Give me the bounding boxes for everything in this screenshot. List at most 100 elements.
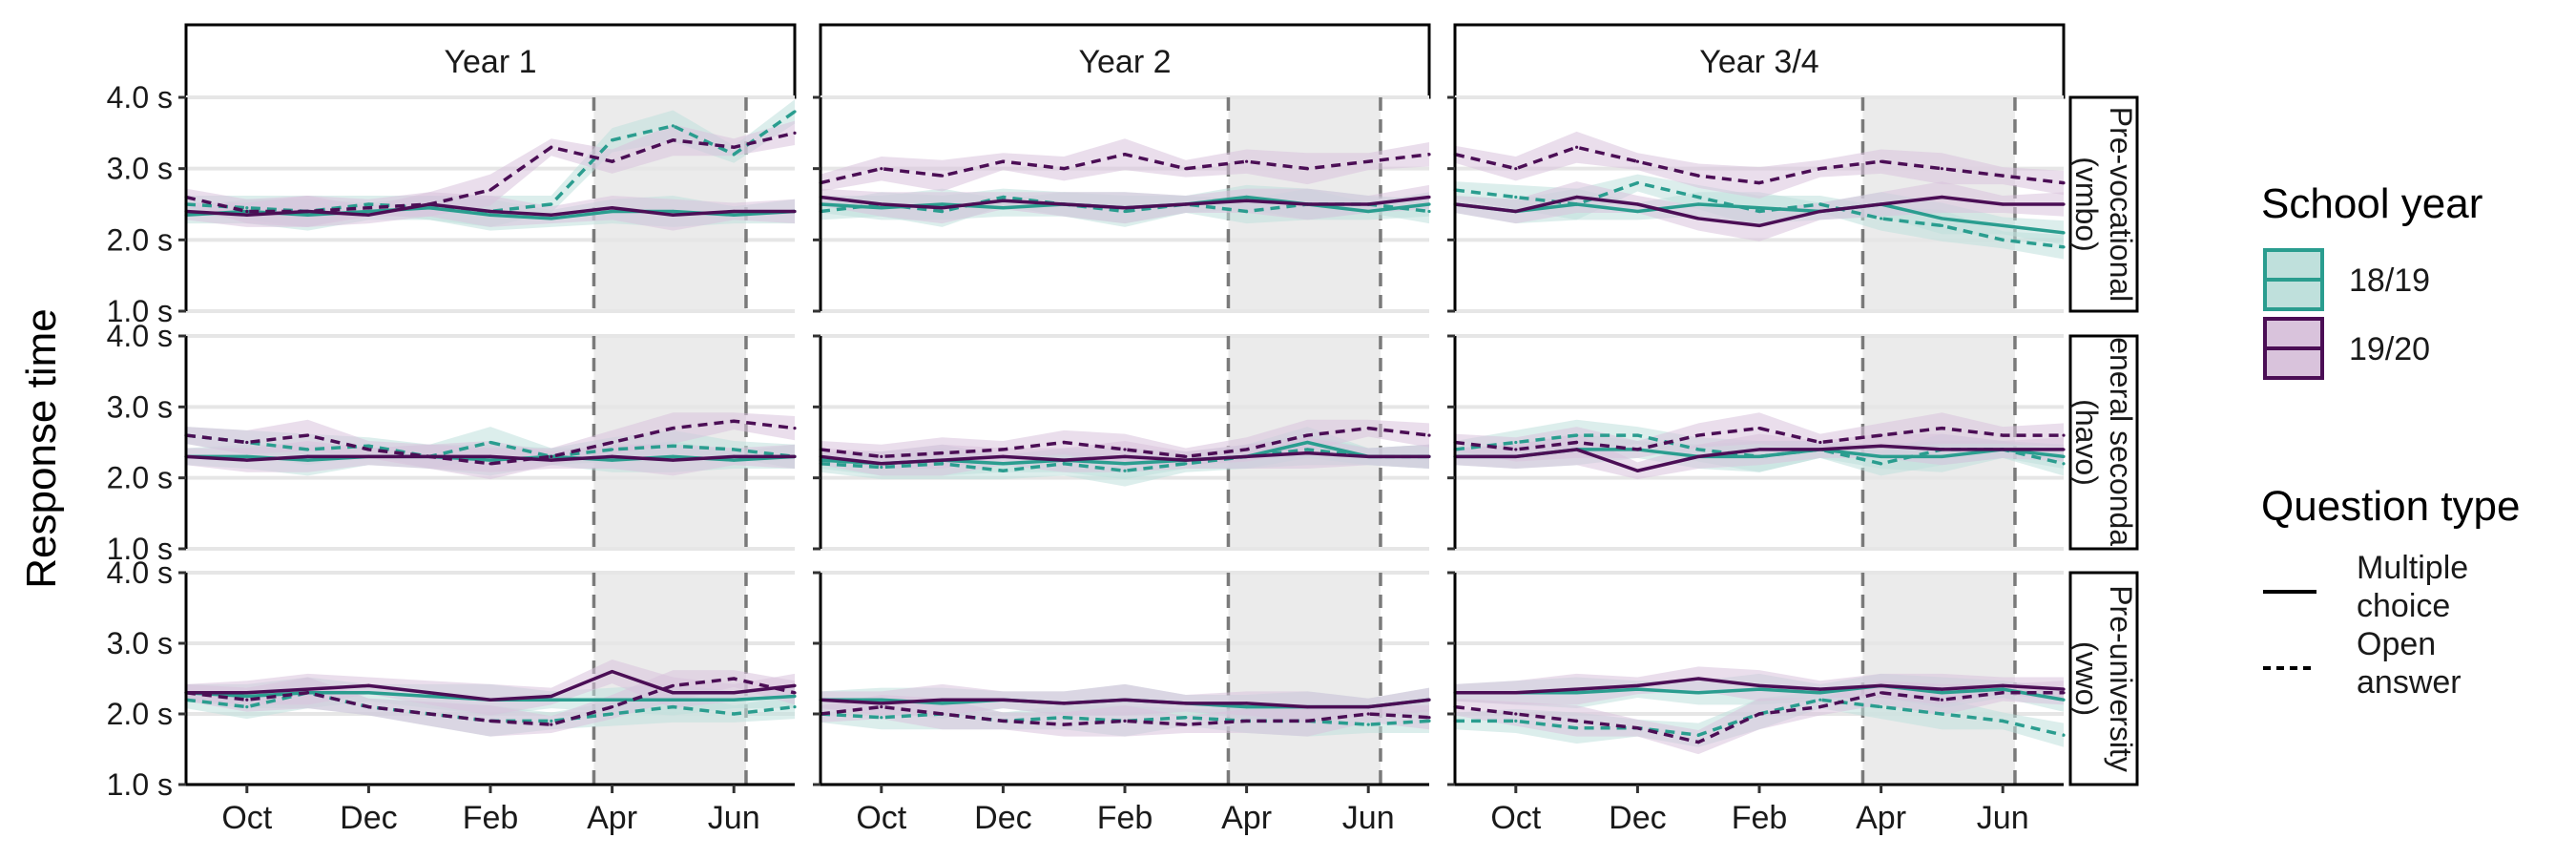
x-tick-label: Feb — [1732, 800, 1788, 836]
series-point — [732, 454, 736, 458]
confidence-band — [186, 412, 795, 480]
series-point — [1427, 454, 1431, 458]
confidence-band — [821, 184, 1429, 224]
series-point — [793, 110, 797, 114]
series-point — [2001, 433, 2005, 437]
series-point — [880, 202, 883, 206]
series-point — [1757, 454, 1761, 458]
series-point — [1818, 698, 1822, 702]
series-point — [1366, 454, 1370, 458]
series-point — [1880, 705, 1883, 709]
series-point — [366, 448, 370, 451]
legend-label-line: choice — [2357, 588, 2450, 624]
series-point — [1123, 698, 1127, 702]
row-strip-label: Pre-university(vwo) — [2069, 585, 2138, 772]
row-strip — [2068, 95, 2139, 313]
series-point — [1245, 159, 1249, 163]
series-point — [1880, 433, 1883, 437]
series-point — [1001, 195, 1005, 199]
series-point — [1940, 223, 1943, 227]
series-point — [1696, 454, 1700, 458]
y-tick-label: 2.0 s — [107, 222, 173, 257]
series-point — [1575, 719, 1579, 723]
series-point — [1366, 705, 1370, 709]
series-point — [2062, 698, 2066, 702]
series-point — [671, 683, 675, 688]
legend-label-question-type: Multiple choice — [2357, 550, 2468, 624]
series-point — [245, 454, 249, 458]
legend-label-line: answer — [2357, 664, 2462, 701]
series-point — [2062, 448, 2066, 451]
series-point — [1575, 440, 1579, 445]
series-point — [1940, 427, 1943, 430]
series-point — [245, 213, 249, 217]
series-point — [880, 167, 883, 171]
y-tick-label: 2.0 s — [107, 697, 173, 731]
y-tick-label: 4.0 s — [107, 80, 173, 115]
series-point — [2062, 245, 2066, 249]
series-point — [1305, 433, 1309, 437]
series-point — [1184, 462, 1188, 466]
series-point — [671, 458, 675, 462]
series-point — [1366, 723, 1370, 726]
series-point — [1635, 683, 1639, 688]
series-point — [611, 159, 614, 163]
series-point — [1062, 440, 1066, 445]
series-point — [671, 698, 675, 702]
series-point — [1123, 462, 1127, 466]
series-point — [880, 698, 883, 702]
series-point — [366, 705, 370, 709]
series-point — [306, 448, 310, 451]
panel: 1.0 s 2.0 s 3.0 s 4.0 s — [107, 319, 797, 566]
series-point — [1245, 719, 1249, 723]
series-point — [611, 206, 614, 210]
series-point — [1696, 677, 1700, 681]
series-point — [671, 691, 675, 695]
series-point — [1757, 206, 1761, 210]
series-point — [2062, 231, 2066, 235]
series-point — [245, 698, 249, 702]
series-point — [1366, 427, 1370, 430]
series-point — [366, 683, 370, 688]
legend-title-school-year: School year — [2261, 180, 2483, 227]
series-point — [1880, 159, 1883, 163]
series-point — [732, 458, 736, 462]
series-point — [1818, 440, 1822, 445]
y-tick-label: 1.0 s — [107, 767, 173, 802]
series-point — [1514, 448, 1518, 451]
series-point — [427, 691, 431, 695]
series-line — [185, 433, 796, 459]
series-point — [611, 440, 614, 445]
series-point — [1427, 433, 1431, 437]
series-point — [245, 440, 249, 445]
x-tick-label: Oct — [1490, 800, 1541, 836]
series-point — [1123, 469, 1127, 472]
series-point — [611, 209, 614, 214]
x-tick-label: Apr — [587, 800, 637, 836]
series-point — [793, 683, 797, 688]
series-point — [671, 138, 675, 142]
series-point — [1940, 195, 1943, 199]
series-point — [1123, 454, 1127, 458]
series-point — [1245, 705, 1249, 709]
series-point — [732, 712, 736, 716]
series-point — [427, 694, 431, 699]
row-strip-label-line: Pre-university — [2104, 585, 2138, 772]
series-point — [2001, 691, 2005, 695]
series-point — [611, 712, 614, 716]
panel: 1.0 s 2.0 s 3.0 s 4.0 s — [107, 80, 797, 328]
x-tick-label: Dec — [974, 800, 1031, 836]
column-strip-label: Year 1 — [444, 44, 536, 80]
series-point — [1696, 733, 1700, 737]
series-point — [941, 698, 945, 702]
series-point — [611, 448, 614, 451]
series-point — [1245, 209, 1249, 214]
series-point — [1427, 202, 1431, 206]
series-point — [1635, 726, 1639, 730]
series-point — [732, 691, 736, 695]
confidence-band — [186, 99, 795, 227]
series-point — [941, 202, 945, 206]
series-point — [1575, 448, 1579, 451]
series-point — [1575, 433, 1579, 437]
